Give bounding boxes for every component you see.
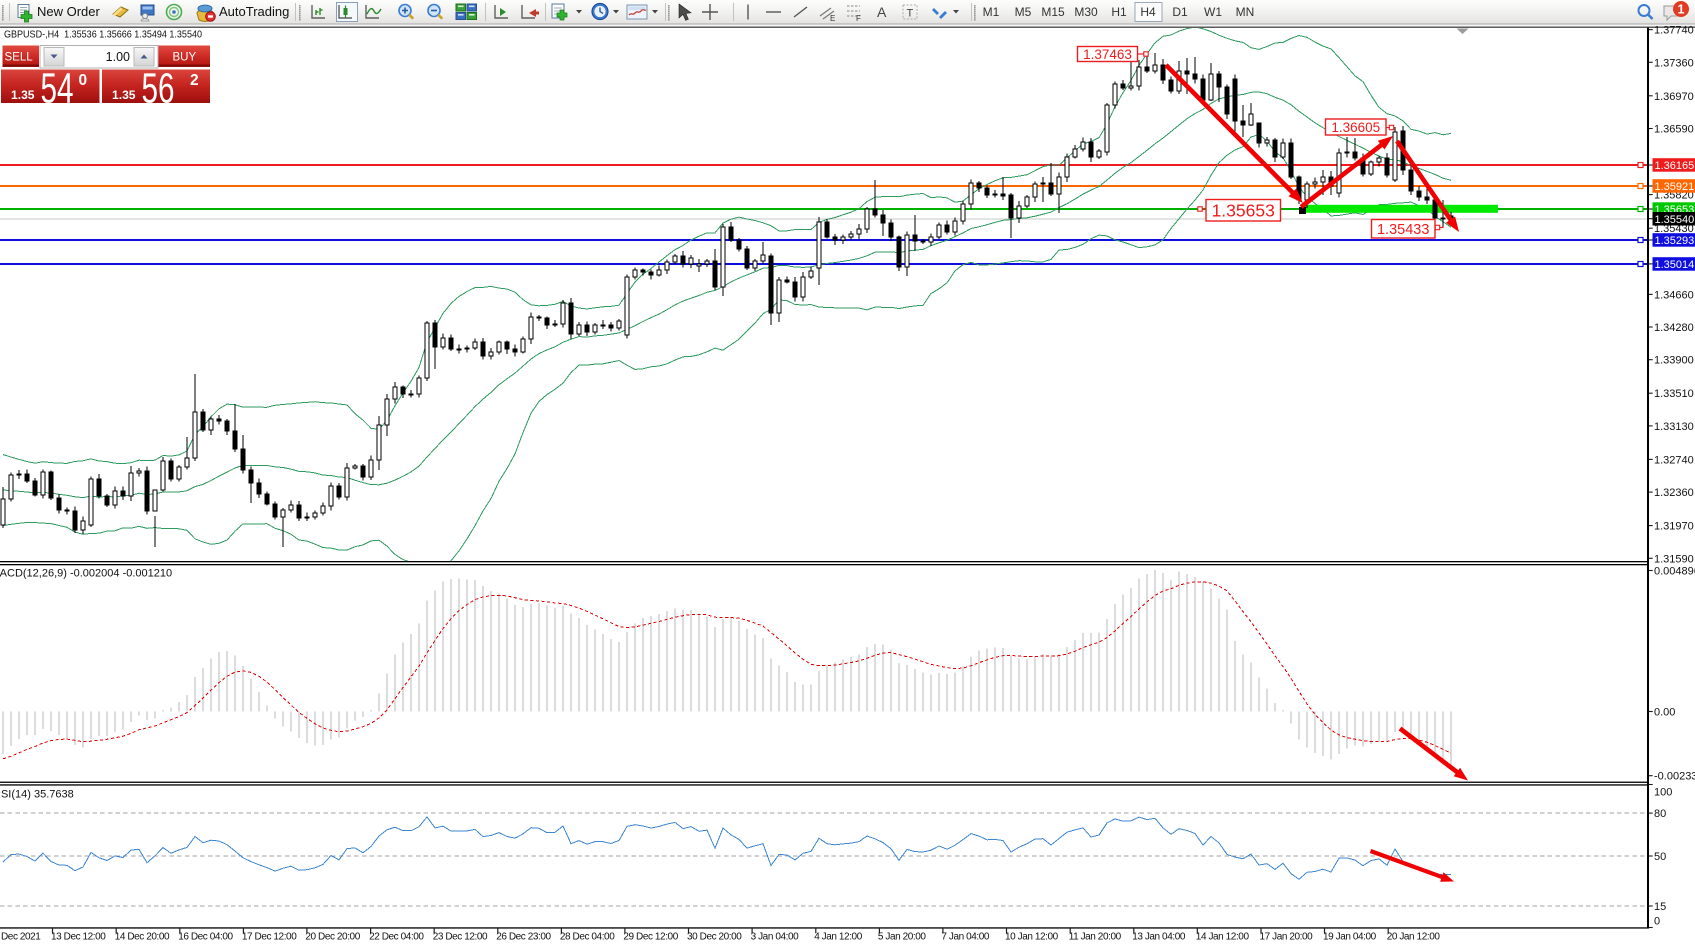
svg-text:1.34280: 1.34280 bbox=[1654, 322, 1694, 334]
svg-text:MN: MN bbox=[1236, 5, 1255, 19]
svg-text:28 Dec 04:00: 28 Dec 04:00 bbox=[560, 932, 615, 943]
svg-text:1.33510: 1.33510 bbox=[1654, 388, 1694, 400]
svg-text:1.36590: 1.36590 bbox=[1654, 124, 1694, 136]
svg-text:T: T bbox=[907, 8, 914, 20]
svg-text:1.37463: 1.37463 bbox=[1083, 47, 1132, 62]
svg-text:0.00: 0.00 bbox=[1654, 707, 1675, 719]
svg-text:M30: M30 bbox=[1074, 5, 1098, 19]
svg-text:H1: H1 bbox=[1111, 5, 1127, 19]
svg-text:1.35433: 1.35433 bbox=[1377, 222, 1429, 238]
svg-text:0: 0 bbox=[1654, 916, 1660, 928]
svg-text:1.34660: 1.34660 bbox=[1654, 289, 1694, 301]
svg-text:4 Jan 12:00: 4 Jan 12:00 bbox=[814, 932, 863, 943]
svg-text:1: 1 bbox=[1678, 3, 1685, 17]
svg-text:1.35921: 1.35921 bbox=[1655, 181, 1695, 193]
svg-text:New Order: New Order bbox=[37, 4, 101, 19]
svg-text:1.37740: 1.37740 bbox=[1654, 25, 1694, 37]
svg-text:100: 100 bbox=[1654, 787, 1672, 799]
svg-text:RSI(14) 35.7638: RSI(14) 35.7638 bbox=[0, 789, 74, 801]
svg-text:M1: M1 bbox=[983, 5, 1000, 19]
svg-text:7 Jan 04:00: 7 Jan 04:00 bbox=[941, 932, 990, 943]
svg-text:19 Jan 04:00: 19 Jan 04:00 bbox=[1323, 932, 1377, 943]
svg-text:W1: W1 bbox=[1204, 5, 1222, 19]
svg-text:1.32360: 1.32360 bbox=[1654, 487, 1694, 499]
svg-text:H4: H4 bbox=[1140, 5, 1156, 19]
svg-text:16 Dec 04:00: 16 Dec 04:00 bbox=[178, 932, 233, 943]
svg-text:A: A bbox=[877, 4, 887, 20]
svg-text:1.31590: 1.31590 bbox=[1654, 553, 1694, 565]
svg-text:1.35430: 1.35430 bbox=[1654, 223, 1694, 235]
svg-text:1.31970: 1.31970 bbox=[1654, 521, 1694, 533]
svg-text:1.35540: 1.35540 bbox=[1655, 214, 1695, 226]
svg-text:BUY: BUY bbox=[173, 52, 197, 64]
svg-text:17 Jan 20:00: 17 Jan 20:00 bbox=[1260, 932, 1314, 943]
svg-text:AutoTrading: AutoTrading bbox=[219, 4, 289, 19]
svg-text:22 Dec 04:00: 22 Dec 04:00 bbox=[369, 932, 424, 943]
svg-text:15: 15 bbox=[1654, 901, 1666, 913]
svg-text:20 Jan 12:00: 20 Jan 12:00 bbox=[1387, 932, 1441, 943]
svg-text:29 Dec 12:00: 29 Dec 12:00 bbox=[623, 932, 678, 943]
svg-text:D1: D1 bbox=[1172, 5, 1188, 19]
svg-text:56: 56 bbox=[142, 66, 175, 113]
svg-text:1.32740: 1.32740 bbox=[1654, 454, 1694, 466]
svg-text:14 Dec 20:00: 14 Dec 20:00 bbox=[115, 932, 170, 943]
svg-text:-0.002332: -0.002332 bbox=[1654, 771, 1695, 783]
svg-text:Dec 2021: Dec 2021 bbox=[1, 932, 41, 943]
svg-text:1.00: 1.00 bbox=[106, 50, 130, 64]
svg-text:13 Dec 12:00: 13 Dec 12:00 bbox=[51, 932, 106, 943]
svg-text:11 Jan 20:00: 11 Jan 20:00 bbox=[1069, 932, 1122, 943]
svg-text:2: 2 bbox=[190, 72, 199, 89]
svg-text:26 Dec 23:00: 26 Dec 23:00 bbox=[496, 932, 551, 943]
svg-text:1.35: 1.35 bbox=[112, 88, 136, 102]
svg-text:MACD(12,26,9) -0.002004 -0.001: MACD(12,26,9) -0.002004 -0.001210 bbox=[0, 568, 172, 580]
svg-text:1.35293: 1.35293 bbox=[1655, 235, 1695, 247]
svg-text:80: 80 bbox=[1654, 808, 1666, 820]
svg-text:54: 54 bbox=[41, 66, 74, 113]
svg-text:30 Dec 20:00: 30 Dec 20:00 bbox=[687, 932, 742, 943]
svg-text:GBPUSD-,H4 1.35536 1.35666 1.: GBPUSD-,H4 1.35536 1.35666 1.35494 1.355… bbox=[4, 29, 202, 41]
svg-text:M5: M5 bbox=[1015, 5, 1032, 19]
svg-text:1.37360: 1.37360 bbox=[1654, 57, 1694, 69]
svg-text:E: E bbox=[830, 14, 835, 23]
svg-text:14 Jan 12:00: 14 Jan 12:00 bbox=[1196, 932, 1250, 943]
svg-text:1.35: 1.35 bbox=[11, 88, 35, 102]
svg-text:5 Jan 20:00: 5 Jan 20:00 bbox=[878, 932, 927, 943]
svg-text:1.35014: 1.35014 bbox=[1655, 259, 1695, 271]
svg-text:1.36165: 1.36165 bbox=[1655, 160, 1695, 172]
svg-text:23 Dec 12:00: 23 Dec 12:00 bbox=[433, 932, 488, 943]
svg-text:13 Jan 04:00: 13 Jan 04:00 bbox=[1132, 932, 1186, 943]
svg-text:0.004896: 0.004896 bbox=[1654, 566, 1695, 578]
svg-text:1.33130: 1.33130 bbox=[1654, 421, 1694, 433]
svg-text:17 Dec 12:00: 17 Dec 12:00 bbox=[242, 932, 297, 943]
svg-text:20 Dec 20:00: 20 Dec 20:00 bbox=[305, 932, 360, 943]
svg-text:3 Jan 04:00: 3 Jan 04:00 bbox=[751, 932, 800, 943]
svg-text:50: 50 bbox=[1654, 851, 1666, 863]
svg-text:1.36605: 1.36605 bbox=[1331, 120, 1380, 135]
svg-text:1.33900: 1.33900 bbox=[1654, 355, 1694, 367]
svg-text:1.35653: 1.35653 bbox=[1212, 201, 1275, 221]
svg-text:10 Jan 12:00: 10 Jan 12:00 bbox=[1005, 932, 1059, 943]
svg-text:M15: M15 bbox=[1041, 5, 1065, 19]
svg-text:1.36970: 1.36970 bbox=[1654, 91, 1694, 103]
svg-text:0: 0 bbox=[79, 72, 88, 89]
svg-text:SELL: SELL bbox=[5, 52, 34, 64]
svg-text:F: F bbox=[856, 14, 861, 23]
